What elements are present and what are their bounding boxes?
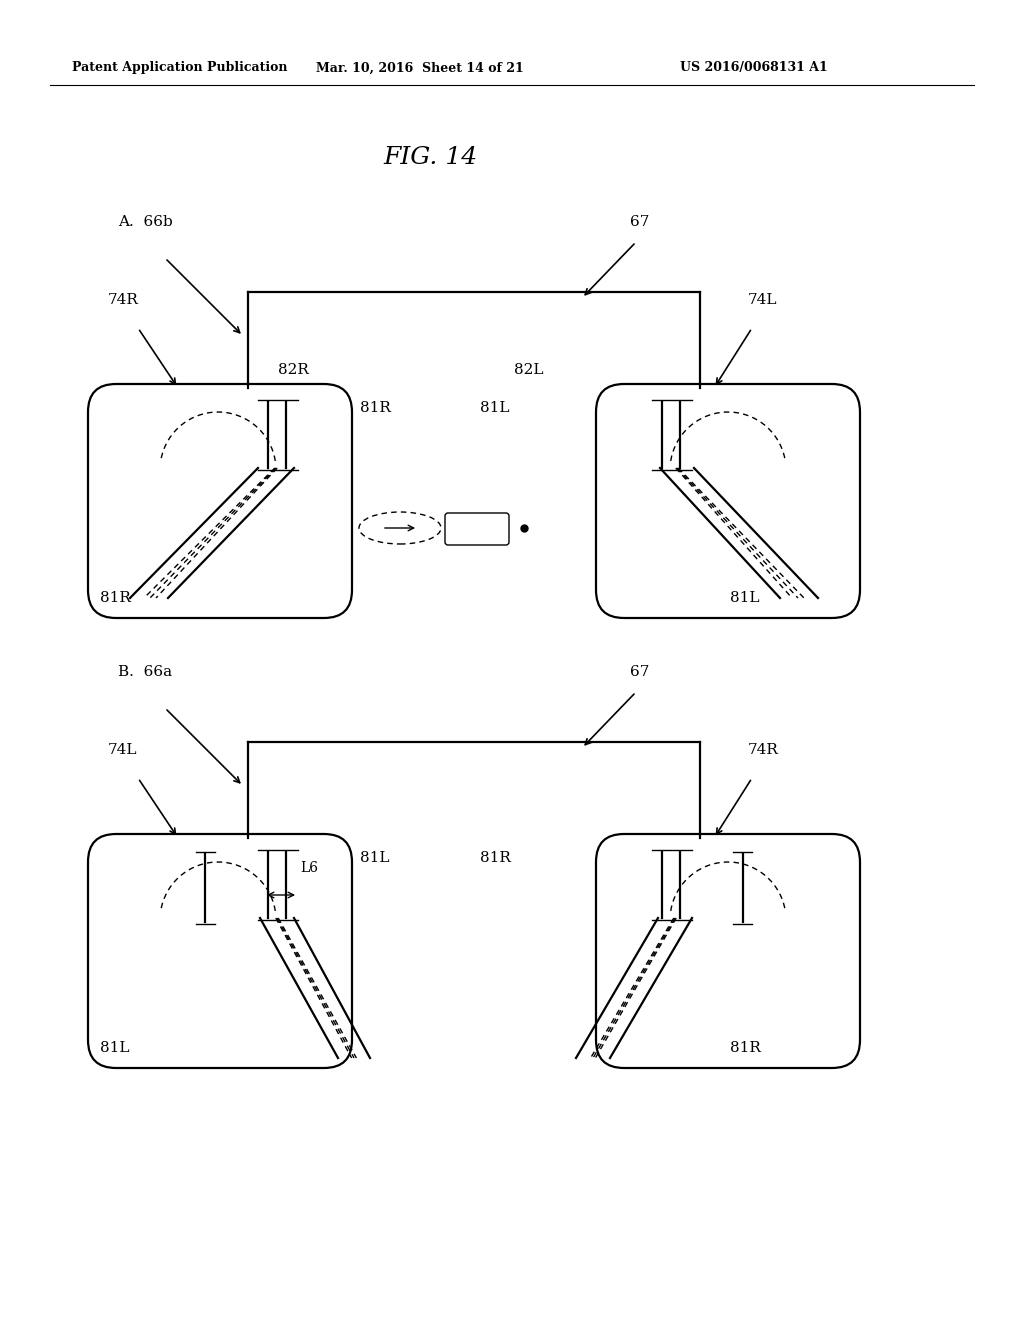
Text: 81L: 81L [480,401,510,414]
FancyBboxPatch shape [445,513,509,545]
Text: Patent Application Publication: Patent Application Publication [72,62,288,74]
Text: A.  66b: A. 66b [118,215,173,228]
Text: 81R: 81R [730,1041,761,1055]
Text: 81L: 81L [100,1041,129,1055]
Text: 74L: 74L [108,743,137,756]
Text: B.  66a: B. 66a [118,665,172,678]
Text: Mar. 10, 2016  Sheet 14 of 21: Mar. 10, 2016 Sheet 14 of 21 [316,62,524,74]
Text: 67: 67 [630,665,649,678]
Text: 81R: 81R [480,851,511,865]
Text: 82R: 82R [278,363,309,378]
Text: 74R: 74R [748,743,779,756]
Text: US 2016/0068131 A1: US 2016/0068131 A1 [680,62,827,74]
Text: FIG. 14: FIG. 14 [383,147,477,169]
Text: 82L: 82L [514,363,544,378]
Text: 81L: 81L [360,851,389,865]
Text: 81R: 81R [100,591,131,605]
Text: 74L: 74L [748,293,777,308]
Text: L6: L6 [300,861,318,875]
Text: 67: 67 [630,215,649,228]
Text: 81R: 81R [360,401,391,414]
Text: 81L: 81L [730,591,760,605]
Text: 74R: 74R [108,293,139,308]
